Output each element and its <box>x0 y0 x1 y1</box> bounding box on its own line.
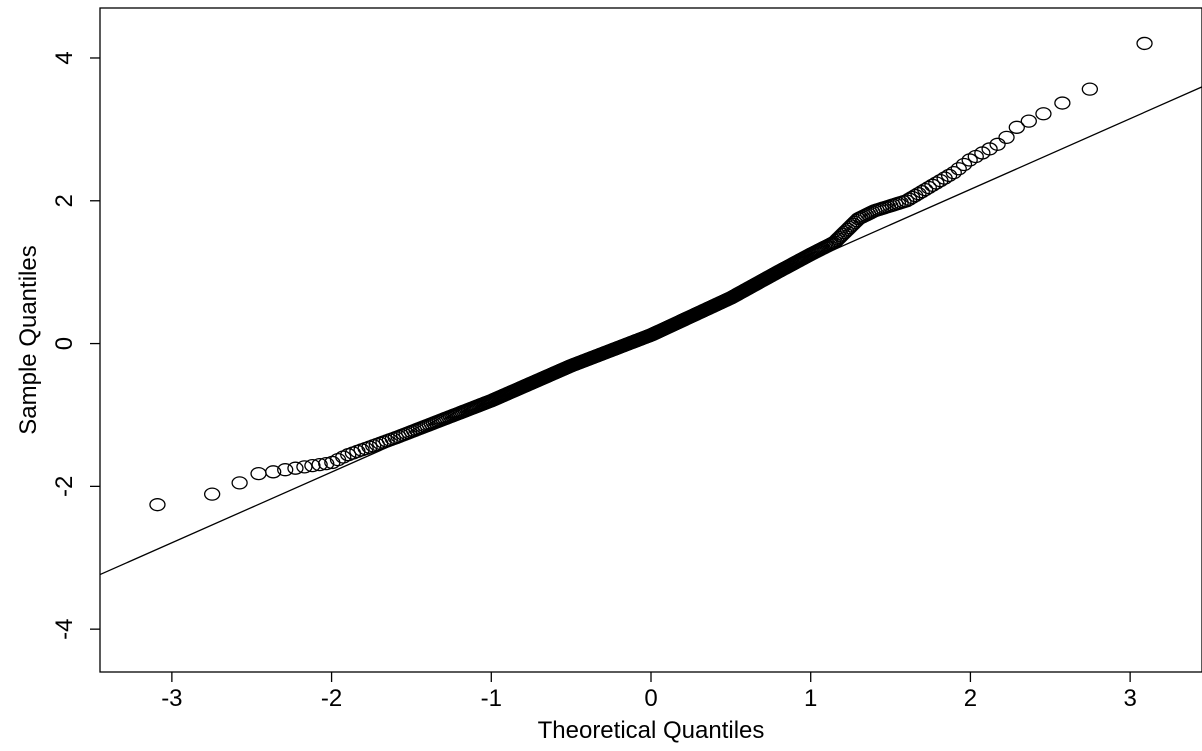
qq-point <box>955 157 973 172</box>
qq-point <box>296 460 313 474</box>
qq-point <box>304 459 321 473</box>
qq-point <box>203 487 221 501</box>
y-tick-label: 4 <box>51 51 78 64</box>
qq-point <box>1020 114 1037 128</box>
qq-point <box>940 168 958 183</box>
qq-point <box>945 165 962 180</box>
qq-point <box>277 463 294 477</box>
qq-point <box>834 227 851 241</box>
qq-point <box>928 176 945 190</box>
qq-point <box>231 476 248 490</box>
x-tick-label: 3 <box>1123 685 1136 712</box>
x-axis: -3 -2 -1 0 1 2 3 <box>161 672 1137 712</box>
x-tick-label: 1 <box>804 685 817 712</box>
qq-point <box>335 450 352 464</box>
qq-point <box>998 130 1015 145</box>
qq-point <box>1054 96 1071 110</box>
qq-point <box>265 465 282 479</box>
qq-point <box>950 162 967 176</box>
y-axis: -4 -2 0 2 4 <box>51 51 100 640</box>
y-tick-label: 0 <box>51 337 78 350</box>
y-tick-label: 2 <box>51 194 78 207</box>
qq-point <box>311 457 328 472</box>
qq-point <box>1081 82 1098 96</box>
x-tick-label: 2 <box>964 685 977 712</box>
y-axis-title: Sample Quantiles <box>15 245 42 434</box>
x-tick-label: -1 <box>481 685 502 712</box>
x-tick-label: 0 <box>644 685 657 712</box>
qq-point <box>250 466 267 481</box>
y-tick-label: -2 <box>51 476 78 497</box>
qq-point <box>1136 36 1153 51</box>
qq-point <box>989 137 1006 151</box>
points-layer <box>149 36 1153 512</box>
x-tick-label: -2 <box>321 685 342 712</box>
y-tick-label: -4 <box>51 618 78 639</box>
x-tick-label: -3 <box>161 685 182 712</box>
qq-point <box>1035 107 1052 121</box>
qq-point <box>318 456 335 471</box>
qq-point <box>149 498 166 512</box>
qq-point <box>1008 120 1025 134</box>
qq-point <box>287 461 304 475</box>
qq-point <box>932 173 949 188</box>
x-axis-title: Theoretical Quantiles <box>538 717 765 744</box>
